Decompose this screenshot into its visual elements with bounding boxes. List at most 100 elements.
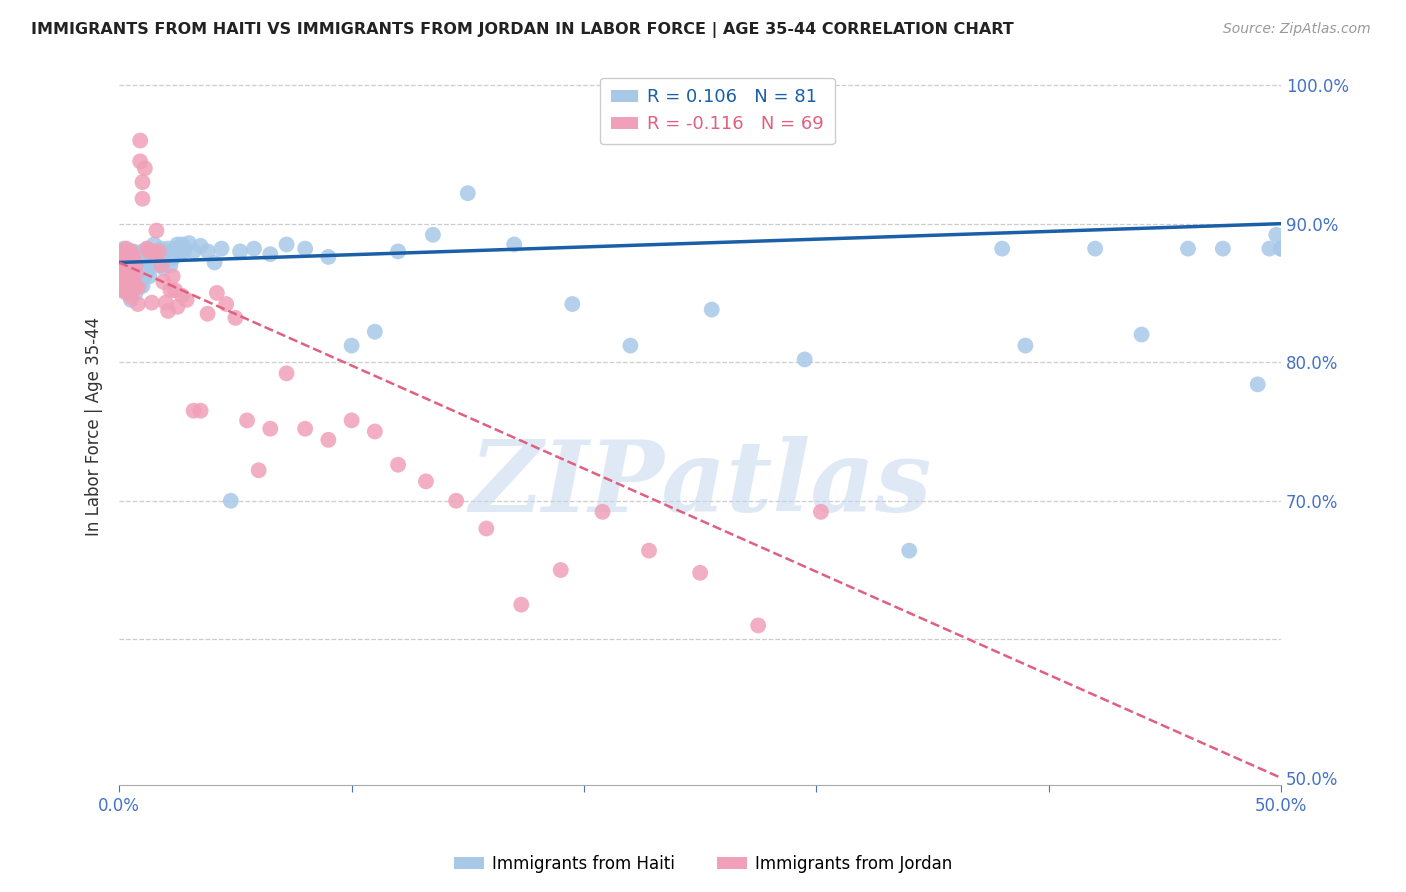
Point xyxy=(318,433,340,447)
Point xyxy=(112,269,135,284)
Point xyxy=(122,244,145,259)
Point xyxy=(747,618,769,632)
Point xyxy=(110,252,132,266)
Point xyxy=(112,244,135,259)
Point xyxy=(122,252,145,266)
Point xyxy=(145,247,167,261)
Point xyxy=(169,247,191,261)
Text: ZIPatlas: ZIPatlas xyxy=(470,435,931,533)
Point xyxy=(117,285,139,300)
Point xyxy=(1247,377,1270,392)
Point xyxy=(1130,327,1153,342)
Legend: R = 0.106   N = 81, R = -0.116   N = 69: R = 0.106 N = 81, R = -0.116 N = 69 xyxy=(600,78,835,145)
Point xyxy=(318,250,340,264)
Point xyxy=(124,269,146,284)
Point xyxy=(120,250,142,264)
Point xyxy=(120,290,142,304)
Point xyxy=(170,289,193,303)
Point xyxy=(110,283,132,297)
Point xyxy=(150,242,173,256)
Point xyxy=(136,265,159,279)
Point xyxy=(120,269,142,284)
Point xyxy=(148,255,170,269)
Point xyxy=(183,403,205,417)
Point xyxy=(143,258,166,272)
Point xyxy=(294,422,316,436)
Point xyxy=(444,493,467,508)
Point xyxy=(689,566,711,580)
Point xyxy=(150,258,173,272)
Point xyxy=(138,247,160,261)
Point xyxy=(550,563,572,577)
Point xyxy=(166,300,188,314)
Point xyxy=(173,244,195,259)
Point xyxy=(176,293,198,307)
Legend: Immigrants from Haiti, Immigrants from Jordan: Immigrants from Haiti, Immigrants from J… xyxy=(447,848,959,880)
Point xyxy=(124,267,146,281)
Point xyxy=(183,244,205,259)
Point xyxy=(236,413,259,427)
Point xyxy=(1014,338,1036,352)
Point xyxy=(190,403,212,417)
Point xyxy=(115,272,138,286)
Point xyxy=(219,493,242,508)
Text: Source: ZipAtlas.com: Source: ZipAtlas.com xyxy=(1223,22,1371,37)
Point xyxy=(131,260,153,275)
Point xyxy=(810,505,832,519)
Point xyxy=(163,283,186,297)
Point xyxy=(134,250,156,264)
Point xyxy=(134,269,156,284)
Point xyxy=(387,244,409,259)
Point xyxy=(159,258,181,272)
Point xyxy=(247,463,270,477)
Point xyxy=(475,521,498,535)
Point xyxy=(112,283,135,297)
Point xyxy=(141,295,163,310)
Point xyxy=(364,425,387,439)
Point xyxy=(162,269,184,284)
Point xyxy=(1270,242,1292,256)
Point xyxy=(120,293,142,307)
Point xyxy=(793,352,815,367)
Point xyxy=(124,279,146,293)
Point xyxy=(157,304,180,318)
Point xyxy=(115,258,138,272)
Point xyxy=(127,247,149,261)
Point xyxy=(638,543,661,558)
Point xyxy=(110,260,132,275)
Point xyxy=(155,295,177,310)
Point xyxy=(143,237,166,252)
Point xyxy=(898,543,921,558)
Point xyxy=(122,265,145,279)
Point xyxy=(163,242,186,256)
Point xyxy=(700,302,723,317)
Point xyxy=(131,192,153,206)
Point xyxy=(129,279,152,293)
Point xyxy=(129,255,152,269)
Point xyxy=(152,275,174,289)
Point xyxy=(204,255,226,269)
Point xyxy=(243,242,266,256)
Point xyxy=(129,134,152,148)
Point xyxy=(117,279,139,293)
Point xyxy=(141,252,163,266)
Point xyxy=(205,285,228,300)
Point xyxy=(124,285,146,300)
Point xyxy=(1270,242,1292,256)
Point xyxy=(340,413,363,427)
Point xyxy=(122,275,145,289)
Point xyxy=(143,244,166,259)
Point xyxy=(1265,227,1288,242)
Point xyxy=(136,242,159,256)
Point xyxy=(215,297,238,311)
Point xyxy=(387,458,409,472)
Point xyxy=(991,242,1014,256)
Point xyxy=(110,268,132,282)
Point xyxy=(510,598,533,612)
Point xyxy=(131,244,153,259)
Point xyxy=(138,244,160,259)
Point xyxy=(138,269,160,284)
Point xyxy=(131,175,153,189)
Point xyxy=(276,366,298,380)
Point xyxy=(127,297,149,311)
